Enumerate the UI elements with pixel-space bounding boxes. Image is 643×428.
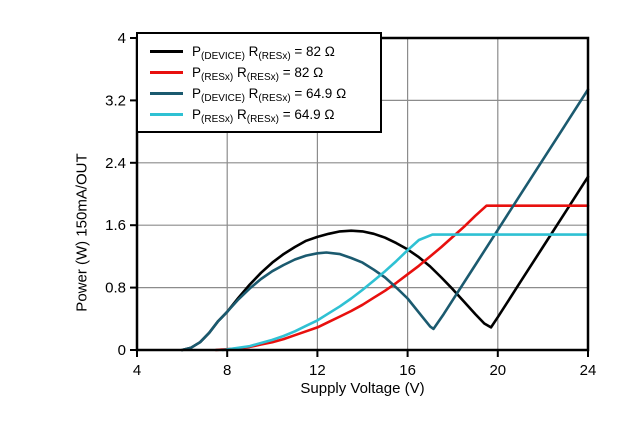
legend-line-swatch	[150, 71, 183, 74]
legend-line-swatch	[150, 113, 183, 116]
y-axis-title: Power (W) 150mA/OUT	[73, 153, 91, 312]
legend-line-swatch	[150, 50, 183, 53]
legend-item: P(RESx) R(RESx) = 64.9 Ω	[150, 104, 372, 125]
y-tick-label: 2.4	[105, 155, 126, 172]
y-tick-label: 4	[118, 30, 126, 47]
y-tick-label: 1.6	[105, 217, 126, 234]
x-tick-label: 12	[309, 362, 326, 379]
x-axis-title: Supply Voltage (V)	[300, 380, 425, 397]
y-tick-label: 0	[118, 342, 126, 359]
legend-line-swatch	[150, 92, 183, 95]
legend-label: P(DEVICE) R(RESx) = 64.9 Ω	[192, 86, 347, 104]
legend-item: P(DEVICE) R(RESx) = 82 Ω	[150, 41, 372, 62]
y-tick-label: 0.8	[105, 280, 126, 297]
y-tick-label: 3.2	[105, 92, 126, 109]
legend-item: P(DEVICE) R(RESx) = 64.9 Ω	[150, 83, 372, 104]
x-tick-label: 8	[223, 362, 231, 379]
legend: P(DEVICE) R(RESx) = 82 Ω P(RESx) R(RESx) …	[136, 32, 382, 133]
series-line-1	[214, 204, 590, 352]
series-line-3	[221, 233, 590, 352]
legend-label: P(DEVICE) R(RESx) = 82 Ω	[192, 44, 335, 62]
series-line-2	[180, 88, 590, 352]
x-tick-label: 24	[580, 362, 597, 379]
x-tick-label: 20	[489, 362, 506, 379]
legend-item: P(RESx) R(RESx) = 82 Ω	[150, 62, 372, 83]
series-line-0	[180, 175, 590, 352]
x-tick-label: 4	[133, 362, 141, 379]
x-tick-label: 16	[399, 362, 416, 379]
legend-label: P(RESx) R(RESx) = 64.9 Ω	[192, 107, 335, 125]
legend-label: P(RESx) R(RESx) = 82 Ω	[192, 65, 324, 83]
